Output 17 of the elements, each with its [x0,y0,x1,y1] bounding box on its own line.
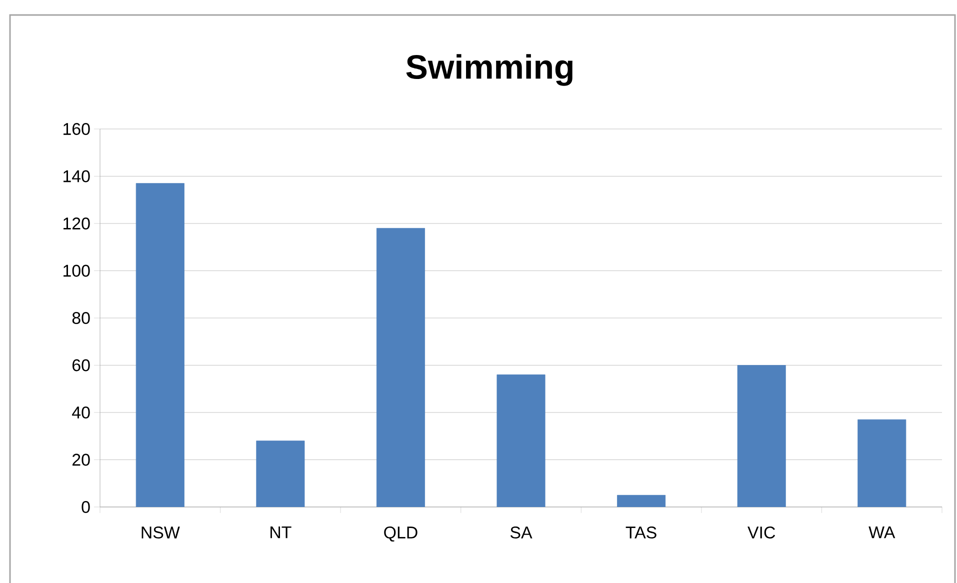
y-tick-label: 0 [82,500,90,513]
y-tick-label: 100 [64,264,90,277]
x-tick-label: TAS [626,526,656,539]
y-tick-label: 120 [64,217,90,230]
x-tick-label: NT [270,526,292,538]
y-tick-label: 140 [64,170,90,182]
x-tick-label: WA [868,526,896,538]
y-tick-label: 20 [72,454,90,466]
x-tick-label: SA [510,526,532,539]
y-tick-label: 60 [72,359,90,372]
chart-title: Swimming [406,54,572,86]
y-tick-label: 160 [64,122,90,135]
x-tick-label: VIC [748,526,776,539]
y-tick-label: 80 [72,312,90,324]
x-tick-label: NSW [142,526,180,539]
y-tick-label: 40 [72,406,90,418]
x-tick-label: QLD [384,526,418,542]
